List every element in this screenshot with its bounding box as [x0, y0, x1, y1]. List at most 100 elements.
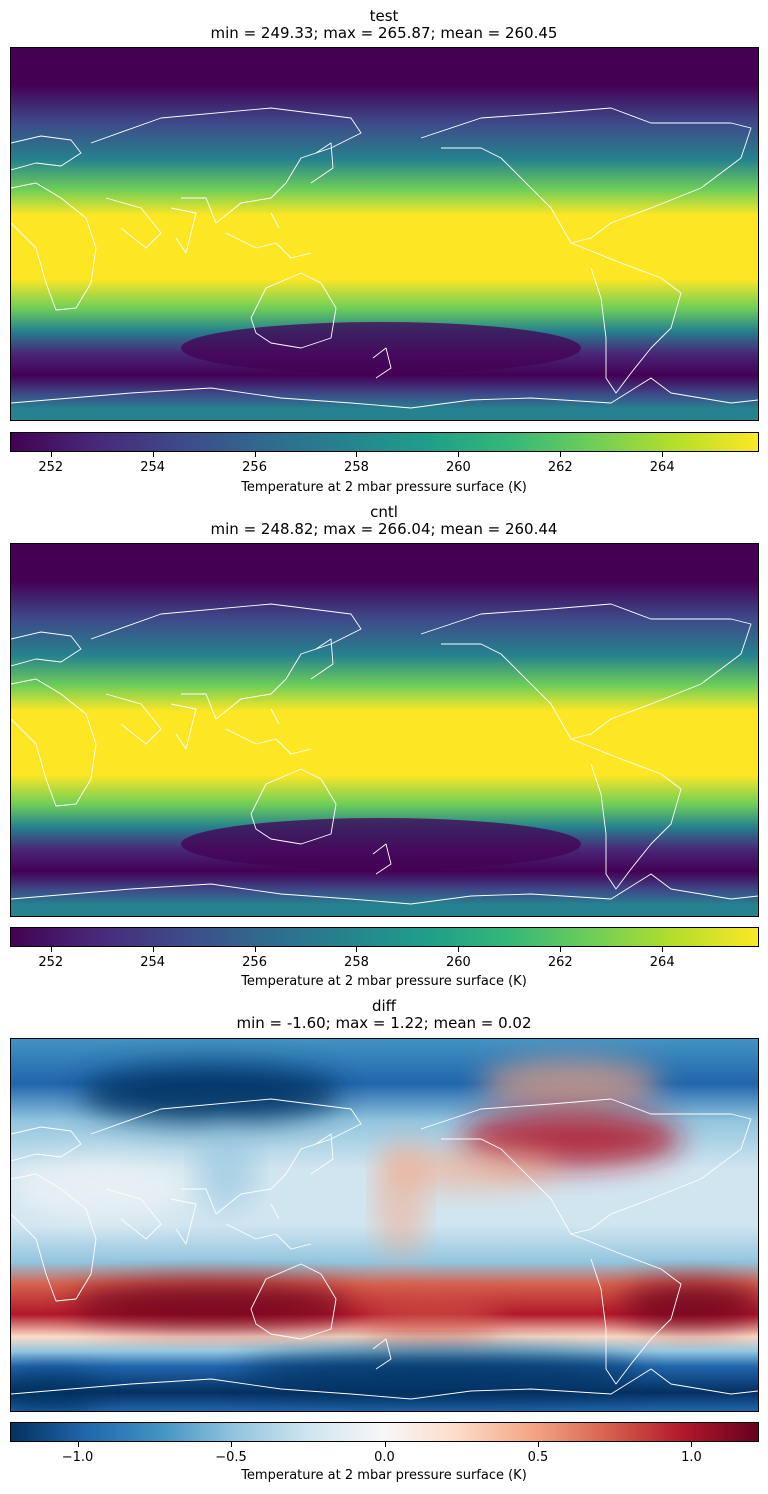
panel-stats: min = 248.82; max = 266.04; mean = 260.4… [210, 520, 558, 538]
colorbar-tick [231, 1442, 233, 1447]
colorbar-tick [560, 947, 562, 952]
coastline [90, 1098, 362, 1215]
difference-anomaly [11, 1374, 101, 1411]
map-test [10, 47, 759, 421]
coastline [270, 1203, 280, 1220]
southern-cold-anomaly [181, 818, 581, 870]
colorbar-tick [50, 452, 52, 457]
southern-cold-anomaly [181, 322, 581, 374]
colorbar-tick-label: 252 [38, 460, 64, 475]
colorbar-label: Temperature at 2 mbar pressure surface (… [241, 974, 527, 989]
coastline [225, 1223, 312, 1250]
coastline [420, 1098, 752, 1235]
colorbar-ticks: −1.0 −0.5 0.0 0.5 1.0 [10, 1442, 759, 1468]
colorbar-tick [691, 1442, 693, 1447]
colorbar-tick-label: 252 [38, 955, 64, 970]
colorbar-tick-label: 0.0 [374, 1450, 395, 1465]
coastline [372, 347, 392, 379]
colorbar-tick-label: 1.0 [681, 1450, 702, 1465]
colorbar-tick-label: 256 [242, 460, 267, 475]
coastline [170, 207, 197, 254]
difference-anomaly [481, 1059, 661, 1109]
coastline [90, 107, 362, 224]
difference-anomaly [361, 1299, 501, 1339]
colorbar-tick-label: 258 [344, 460, 369, 475]
colorbar-tick-label: 256 [242, 955, 267, 970]
coastline [310, 1133, 334, 1175]
coastline [372, 1338, 392, 1370]
difference-anomaly [11, 1159, 191, 1219]
colorbar-tick [560, 452, 562, 457]
coastlines [11, 107, 758, 409]
panel-title: cntl [370, 503, 398, 521]
colorbar-tick [356, 452, 358, 457]
coastline [11, 1173, 97, 1302]
coastline [372, 843, 392, 875]
colorbar-tick [458, 947, 460, 952]
difference-anomaly [196, 1129, 256, 1209]
map-cntl [10, 543, 759, 917]
colorbar-gradient [11, 433, 758, 451]
map-diff [10, 1038, 759, 1412]
coastline [310, 638, 334, 680]
coastline [90, 603, 362, 720]
colorbar-tick-label: 254 [140, 955, 166, 970]
colorbar-tick-label: 264 [649, 460, 675, 475]
coastline [105, 693, 162, 745]
colorbar-tick [356, 947, 358, 952]
coastline [250, 1263, 337, 1340]
colorbar-gradient [11, 1423, 758, 1441]
colorbar-tick-label: 262 [547, 955, 573, 970]
coastline [250, 272, 337, 349]
colorbar-tick [662, 452, 664, 457]
colorbar-tick [254, 947, 256, 952]
coastline [105, 197, 162, 249]
coastline [11, 873, 758, 905]
difference-anomaly [381, 1149, 561, 1189]
coastline [420, 603, 752, 740]
panel-title: test [369, 7, 399, 25]
coastline [11, 377, 758, 409]
coastline [250, 768, 337, 845]
colorbar-tick-label: 264 [649, 955, 675, 970]
colorbar-tick-label: 254 [140, 460, 166, 475]
colorbar-gradient [11, 928, 758, 946]
difference-anomaly [71, 1282, 351, 1326]
coastline [11, 631, 82, 667]
coastline [570, 1233, 682, 1385]
coastline [105, 1188, 162, 1240]
coastline [11, 1126, 82, 1162]
colorbar-diff [10, 1422, 759, 1442]
colorbar-tick-label: −1.0 [61, 1450, 94, 1465]
colorbar-tick-label: 0.5 [527, 1450, 549, 1465]
colorbar-tick [50, 947, 52, 952]
coastline [270, 212, 280, 229]
difference-anomaly [376, 1139, 426, 1259]
coastline [225, 728, 312, 755]
colorbar-tick-label: −0.5 [215, 1450, 247, 1465]
difference-anomaly [621, 1282, 758, 1326]
colorbar-tick [152, 947, 154, 952]
colorbar-tick [254, 452, 256, 457]
colorbar-tick-label: 262 [547, 460, 573, 475]
coastline [310, 142, 334, 184]
coastline [11, 182, 97, 311]
colorbar-tick-label: 260 [445, 460, 471, 475]
panel-stats: min = -1.60; max = 1.22; mean = 0.02 [236, 1014, 532, 1032]
coastline [170, 703, 197, 750]
colorbar-tick [77, 1442, 79, 1447]
difference-anomaly [241, 1352, 641, 1396]
coastline [170, 1198, 197, 1245]
colorbar-test [10, 432, 759, 452]
coastline [420, 107, 752, 244]
colorbar-ticks: 252 254 256 258 260 262 264 [10, 947, 759, 973]
coastline [11, 135, 82, 171]
colorbar-tick [458, 452, 460, 457]
difference-anomaly [81, 1066, 341, 1122]
colorbar-tick [537, 1442, 539, 1447]
colorbar-tick-label: 258 [344, 955, 369, 970]
coastlines [11, 1098, 758, 1400]
coastlines [11, 603, 758, 905]
colorbar-label: Temperature at 2 mbar pressure surface (… [241, 480, 527, 495]
colorbar-label: Temperature at 2 mbar pressure surface (… [241, 1468, 527, 1483]
